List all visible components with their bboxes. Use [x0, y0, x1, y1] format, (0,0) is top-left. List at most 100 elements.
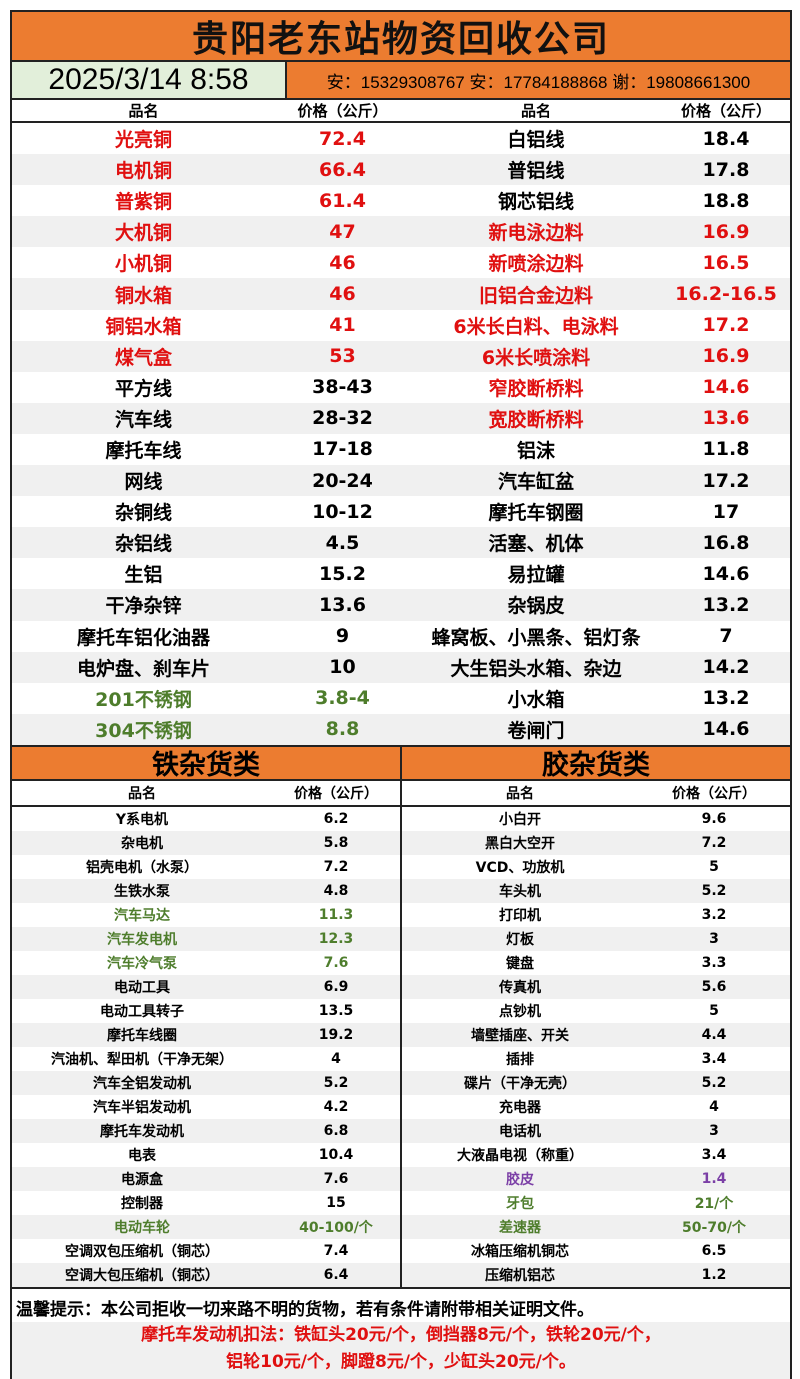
item-price: 3: [709, 1122, 719, 1139]
iron-section: 铁杂货类 品名 价格（公斤） Y系电机 6.2 杂电机 5.8 铝壳电机（水泵） 7.2 生…: [12, 746, 402, 1287]
item-name: 电表: [128, 1147, 156, 1164]
iron-header-row: 品名 价格（公斤）: [12, 781, 400, 807]
item-name: 铜铝水箱: [105, 315, 182, 338]
item-price: 15: [326, 1194, 346, 1211]
item-price: 7.2: [701, 834, 727, 851]
table-row: 电源盒 7.6: [12, 1166, 400, 1191]
item-price: 13.6: [319, 593, 366, 616]
item-name: 生铝: [124, 564, 163, 587]
metal-table: 光亮铜 72.4 白铝线 18.4 电机铜 66.4 普铝线 17.8 普紫铜 61.4 钢芯铝线 1…: [12, 123, 790, 745]
plastic-header-row: 品名 价格（公斤）: [402, 781, 790, 807]
item-price: 18.4: [702, 127, 750, 150]
item-price: 38-43: [312, 376, 373, 399]
company-title: 贵阳老东站物资回收公司: [12, 12, 790, 62]
item-name: 小水箱: [507, 688, 565, 711]
header-price: 价格（公斤）: [297, 102, 388, 120]
item-name: 碟片（干净无壳）: [464, 1075, 576, 1092]
item-name: 201不锈钢: [95, 688, 192, 711]
item-price: 46: [329, 283, 356, 306]
item-name: 干净杂锌: [105, 595, 182, 618]
table-row: 摩托车铝化油器 9 蜂窝板、小黑条、铝灯条 7: [12, 621, 790, 652]
item-price: 17-18: [312, 438, 373, 461]
item-name: 摩托车线: [105, 439, 182, 462]
item-price: 10-12: [312, 500, 373, 523]
table-row: 牙包 21/个: [402, 1191, 790, 1215]
item-name: 电源盒: [121, 1171, 163, 1188]
item-name: 钢芯铝线: [497, 191, 574, 214]
item-name: 铝沫: [516, 439, 555, 462]
item-name: 电动车轮: [114, 1219, 170, 1236]
item-price: 16.5: [702, 251, 750, 274]
table-row: 摩托车线 17-18 铝沫 11.8: [12, 434, 790, 465]
item-price: 16.2-16.5: [675, 283, 777, 306]
table-row: 充电器 4: [402, 1095, 790, 1119]
item-price: 3: [709, 930, 719, 947]
table-row: 车头机 5.2: [402, 878, 790, 903]
item-price: 6.5: [701, 1242, 727, 1259]
item-price: 14.6: [702, 718, 750, 741]
item-price: 72.4: [319, 127, 366, 150]
table-row: 大液晶电视（称重） 3.4: [402, 1143, 790, 1167]
table-row: Y系电机 6.2: [12, 807, 400, 831]
table-row: 铜铝水箱 41 6米长白料、电泳料 17.2: [12, 310, 790, 341]
plastic-rows: 小白开 9.6 黑白大空开 7.2 VCD、功放机 5 车头机 5.2 打印机 3.2 灯板 3 键盘 3…: [402, 807, 790, 1287]
item-name: 插排: [506, 1051, 534, 1068]
item-price: 1.2: [701, 1266, 727, 1283]
item-price: 6.9: [323, 978, 349, 995]
item-name: 车头机: [499, 883, 541, 900]
item-name: 卷闸门: [507, 719, 565, 742]
table-row: 黑白大空开 7.2: [402, 830, 790, 855]
item-name: 汽车发电机: [107, 931, 177, 948]
item-price: 4.4: [701, 1026, 727, 1043]
table-row: 生铝 15.2 易拉罐 14.6: [12, 558, 790, 589]
item-price: 19.2: [318, 1026, 354, 1043]
header-name: 品名: [128, 102, 159, 120]
item-price: 15.2: [319, 562, 366, 585]
item-name: 平方线: [114, 377, 172, 400]
item-price: 47: [329, 220, 356, 243]
table-row: 空调双包压缩机（铜芯） 7.4: [12, 1239, 400, 1263]
item-name: 杂电机: [121, 835, 163, 852]
table-row: 冰箱压缩机铜芯 6.5: [402, 1239, 790, 1263]
table-row: 传真机 5.6: [402, 974, 790, 999]
rule-line-2: 铝轮10元/个，脚蹬8元/个，少缸头20元/个。: [226, 1351, 576, 1372]
item-price: 16.9: [702, 345, 750, 368]
item-name: 电话机: [499, 1123, 541, 1140]
date-row: 2025/3/14 8:58 安：15329308767 安：177841888…: [12, 62, 790, 100]
item-price: 10: [329, 656, 356, 679]
item-price: 66.4: [319, 158, 366, 181]
table-row: 控制器 15: [12, 1191, 400, 1215]
table-row: 铝壳电机（水泵） 7.2: [12, 855, 400, 879]
table-row: 汽车冷气泵 7.6: [12, 951, 400, 975]
item-price: 13.6: [702, 407, 750, 430]
table-row: 铜水箱 46 旧铝合金边料 16.2-16.5: [12, 278, 790, 310]
item-name: 窄胶断桥料: [488, 377, 584, 400]
table-row: 电动工具 6.9: [12, 974, 400, 999]
item-name: 汽车冷气泵: [107, 955, 177, 972]
item-price: 61.4: [319, 189, 366, 212]
item-price: 40-100/个: [299, 1219, 373, 1236]
table-row: 电机铜 66.4 普铝线 17.8: [12, 154, 790, 186]
item-name: 光亮铜: [114, 129, 172, 152]
item-price: 4.8: [323, 882, 349, 899]
item-price: 21/个: [694, 1195, 734, 1212]
table-row: 杂电机 5.8: [12, 830, 400, 855]
item-price: 3.4: [701, 1050, 727, 1067]
table-row: 电表 10.4: [12, 1143, 400, 1167]
item-price: 6.4: [323, 1266, 349, 1283]
item-price: 41: [329, 314, 356, 337]
item-price: 1.4: [701, 1170, 727, 1187]
item-name: 6米长白料、电泳料: [453, 315, 619, 338]
item-name: 电机铜: [114, 160, 172, 183]
top-header-row: 品名 价格（公斤） 品名 价格（公斤）: [12, 100, 790, 123]
item-price: 7.4: [323, 1242, 349, 1259]
item-price: 5: [709, 858, 719, 875]
table-row: 小机铜 46 新喷涂边料 16.5: [12, 247, 790, 278]
table-row: 摩托车线圈 19.2: [12, 1022, 400, 1047]
item-price: 17: [712, 500, 740, 523]
item-price: 3.4: [701, 1146, 727, 1163]
item-name: 煤气盒: [114, 346, 172, 369]
plastic-title: 胶杂货类: [402, 746, 790, 781]
table-row: 大机铜 47 新电泳边料 16.9: [12, 216, 790, 248]
item-name: 摩托车线圈: [107, 1027, 177, 1044]
